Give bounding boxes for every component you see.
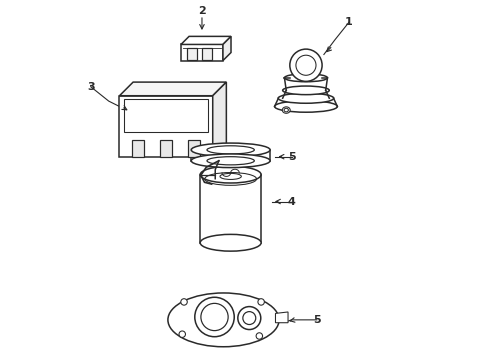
Text: 2: 2 xyxy=(198,6,206,17)
Bar xyxy=(188,49,197,60)
Text: 4: 4 xyxy=(288,197,295,207)
Ellipse shape xyxy=(207,146,254,154)
Circle shape xyxy=(181,299,187,305)
Polygon shape xyxy=(120,82,226,96)
Polygon shape xyxy=(275,312,288,323)
Polygon shape xyxy=(213,82,226,157)
Ellipse shape xyxy=(200,234,261,251)
Circle shape xyxy=(290,49,322,81)
Circle shape xyxy=(201,303,228,330)
Bar xyxy=(181,44,223,60)
Ellipse shape xyxy=(282,107,290,113)
Polygon shape xyxy=(223,36,231,60)
Ellipse shape xyxy=(285,74,327,82)
Circle shape xyxy=(258,299,265,305)
Circle shape xyxy=(296,55,316,75)
Ellipse shape xyxy=(191,154,270,168)
Circle shape xyxy=(238,307,261,329)
Bar xyxy=(124,99,208,132)
Ellipse shape xyxy=(284,108,289,112)
Ellipse shape xyxy=(220,174,241,180)
Bar xyxy=(132,140,144,157)
Ellipse shape xyxy=(274,101,337,112)
Text: 5: 5 xyxy=(288,152,295,162)
Circle shape xyxy=(195,297,234,337)
Circle shape xyxy=(179,331,186,337)
Ellipse shape xyxy=(191,143,270,157)
Bar xyxy=(188,140,200,157)
Polygon shape xyxy=(181,36,231,44)
Text: 1: 1 xyxy=(345,17,353,27)
Bar xyxy=(202,49,212,60)
Text: 5: 5 xyxy=(313,315,320,325)
Bar xyxy=(160,140,172,157)
Ellipse shape xyxy=(168,293,279,347)
Ellipse shape xyxy=(278,93,334,103)
Ellipse shape xyxy=(200,166,261,183)
Circle shape xyxy=(243,312,256,324)
Ellipse shape xyxy=(207,157,254,165)
Text: 3: 3 xyxy=(87,82,95,92)
Bar xyxy=(120,96,213,157)
Ellipse shape xyxy=(283,86,329,95)
Circle shape xyxy=(256,333,263,339)
